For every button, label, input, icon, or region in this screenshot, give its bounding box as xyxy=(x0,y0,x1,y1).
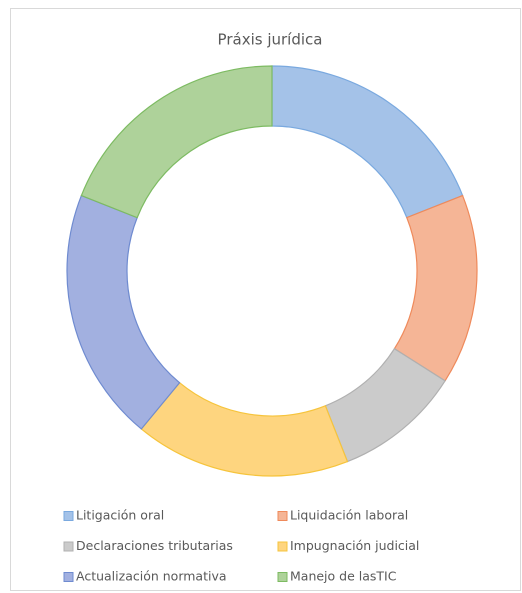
legend-swatch xyxy=(63,541,74,552)
legend-swatch xyxy=(277,541,288,552)
doughnut-segment xyxy=(80,65,273,219)
legend-label: Impugnación judicial xyxy=(290,538,419,553)
chart-title: Práxis jurídica xyxy=(218,31,323,49)
legend-label: Actualización normativa xyxy=(76,569,227,584)
legend-swatch xyxy=(63,572,74,582)
legend-label: Liquidación laboral xyxy=(290,508,408,523)
legend-label: Declaraciones tributarias xyxy=(76,538,233,553)
legend-label: Manejo de lasTIC xyxy=(290,569,397,584)
legend-label: Litigación oral xyxy=(76,508,164,523)
legend-swatch xyxy=(277,511,288,521)
legend-swatch xyxy=(277,572,288,582)
legend-swatch xyxy=(63,511,74,521)
